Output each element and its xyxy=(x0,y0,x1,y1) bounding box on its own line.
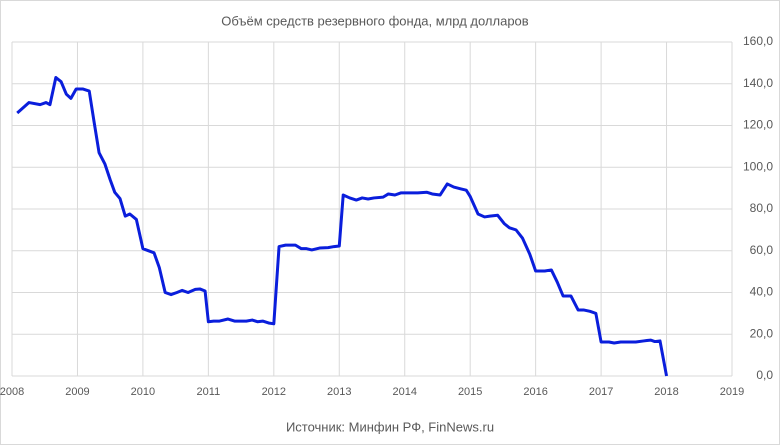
x-tick-label: 2008 xyxy=(0,386,24,398)
y-tick-label: 140,0 xyxy=(743,76,773,90)
x-tick-label: 2016 xyxy=(523,386,547,398)
chart-title: Объём средств резервного фонда, млрд дол… xyxy=(221,13,529,28)
x-tick-label: 2010 xyxy=(131,386,155,398)
y-tick-label: 120,0 xyxy=(743,118,773,132)
x-tick-label: 2019 xyxy=(720,386,744,398)
x-tick-label: 2011 xyxy=(197,386,221,398)
y-tick-label: 160,0 xyxy=(743,34,773,48)
y-tick-label: 0,0 xyxy=(756,368,773,382)
x-tick-label: 2017 xyxy=(589,386,613,398)
y-tick-label: 20,0 xyxy=(750,326,774,340)
y-tick-label: 100,0 xyxy=(743,159,773,173)
chart-source: Источник: Минфин РФ, FinNews.ru xyxy=(286,419,494,434)
data-line xyxy=(16,75,669,377)
x-tick-label: 2018 xyxy=(654,386,678,398)
x-tick-label: 2014 xyxy=(392,386,416,398)
x-tick-label: 2009 xyxy=(65,386,89,398)
y-tick-label: 40,0 xyxy=(750,285,774,299)
x-tick-label: 2015 xyxy=(458,386,482,398)
y-tick-label: 80,0 xyxy=(750,201,774,215)
x-tick-label: 2012 xyxy=(262,386,286,398)
y-tick-label: 60,0 xyxy=(750,243,774,257)
x-tick-label: 2013 xyxy=(327,386,351,398)
